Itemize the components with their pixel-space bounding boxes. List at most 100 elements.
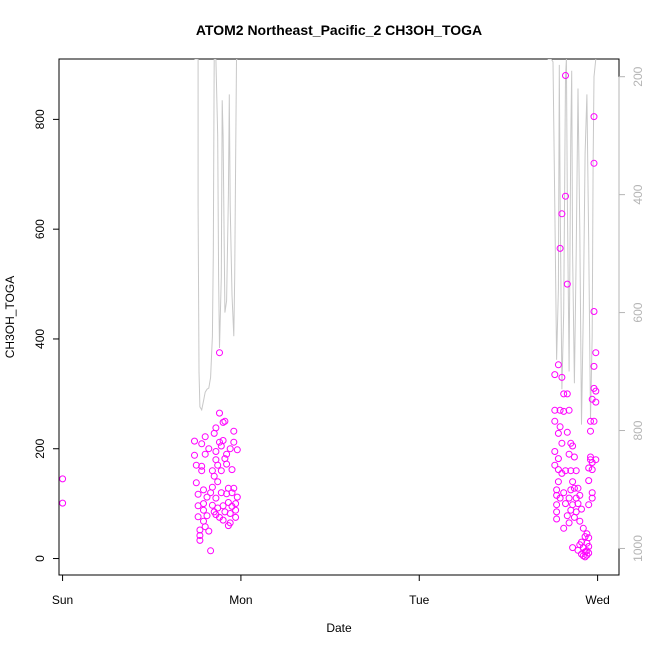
point-layer	[59, 72, 600, 561]
data-point	[562, 467, 569, 475]
data-point	[551, 371, 559, 379]
data-point	[198, 440, 206, 448]
data-point	[556, 494, 564, 502]
y2-tick-label: 600	[631, 302, 645, 322]
data-point	[554, 478, 562, 486]
data-point	[551, 417, 559, 425]
data-point	[551, 406, 559, 414]
data-point	[207, 547, 215, 555]
data-point	[563, 280, 571, 288]
y-axis-label: CH3OH_TOGA	[3, 276, 17, 358]
data-point	[194, 490, 202, 498]
y2-tick-label: 1000	[631, 535, 645, 562]
data-point	[217, 467, 225, 475]
data-point	[232, 506, 240, 514]
data-point	[585, 534, 593, 542]
data-point	[563, 428, 571, 436]
data-point	[592, 349, 600, 357]
data-point	[192, 479, 200, 487]
data-point	[232, 500, 240, 508]
y-tick-label: 0	[33, 555, 47, 562]
data-point	[558, 439, 566, 447]
data-point	[208, 483, 216, 491]
data-point	[560, 524, 568, 532]
data-point	[572, 508, 580, 516]
data-point	[590, 159, 598, 167]
data-point	[565, 450, 573, 458]
data-point	[556, 244, 564, 252]
data-point	[228, 489, 236, 497]
data-point	[574, 500, 582, 508]
y-axis: 0 200 400 600 800	[33, 109, 60, 562]
data-point	[216, 349, 223, 357]
data-point	[232, 513, 240, 521]
data-point	[578, 505, 585, 513]
data-point	[200, 500, 207, 508]
data-point	[581, 553, 589, 561]
data-point	[563, 390, 571, 398]
data-point	[590, 308, 598, 315]
y-tick-label: 800	[33, 109, 47, 129]
data-point	[198, 467, 206, 475]
data-point	[230, 427, 238, 435]
data-point	[214, 461, 222, 469]
data-point	[563, 512, 571, 520]
y2-tick-label: 400	[631, 184, 645, 204]
x-tick-label: Tue	[409, 593, 430, 607]
data-point	[196, 536, 204, 544]
data-point	[228, 466, 236, 474]
data-point	[554, 429, 562, 437]
data-point	[553, 508, 561, 516]
data-point	[585, 464, 593, 472]
chart-title: ATOM2 Northeast_Pacific_2 CH3OH_TOGA	[196, 22, 482, 38]
data-point	[551, 448, 559, 455]
data-point	[210, 472, 218, 480]
data-point	[583, 530, 591, 538]
data-point	[205, 527, 213, 535]
data-point	[214, 478, 222, 486]
data-point	[554, 455, 562, 463]
data-point	[201, 433, 209, 441]
y2-axis: 200 400 600 800 1000	[618, 66, 645, 562]
plot-frame	[58, 58, 620, 576]
data-point	[553, 501, 561, 509]
data-point	[556, 423, 564, 431]
data-point	[203, 493, 211, 501]
data-point	[588, 494, 596, 502]
data-point	[569, 478, 577, 486]
data-point	[194, 513, 202, 521]
data-point	[590, 417, 598, 425]
data-point	[570, 484, 578, 492]
y2-tick-label: 800	[631, 420, 645, 440]
data-point	[203, 512, 211, 520]
data-point	[216, 438, 223, 446]
data-point	[59, 475, 67, 483]
data-point	[205, 445, 213, 453]
data-point	[560, 489, 568, 497]
data-point	[233, 446, 241, 454]
data-point	[191, 437, 198, 445]
data-point	[565, 406, 573, 414]
data-point	[583, 547, 591, 555]
data-point	[590, 362, 598, 370]
data-point	[200, 506, 207, 514]
data-point	[562, 192, 569, 200]
data-point	[219, 437, 227, 444]
data-point	[553, 515, 561, 523]
data-point	[572, 467, 580, 475]
data-point	[221, 417, 229, 425]
data-point	[579, 524, 587, 532]
data-point	[565, 494, 573, 502]
data-point	[551, 461, 559, 469]
data-point	[217, 489, 225, 497]
data-point	[576, 491, 584, 499]
data-point	[230, 438, 238, 446]
data-point	[588, 489, 596, 497]
data-point	[208, 501, 216, 509]
data-point	[219, 516, 227, 524]
data-point	[592, 456, 600, 464]
data-point	[581, 548, 589, 556]
data-point	[200, 486, 207, 494]
y2-tick-label: 200	[631, 66, 645, 86]
